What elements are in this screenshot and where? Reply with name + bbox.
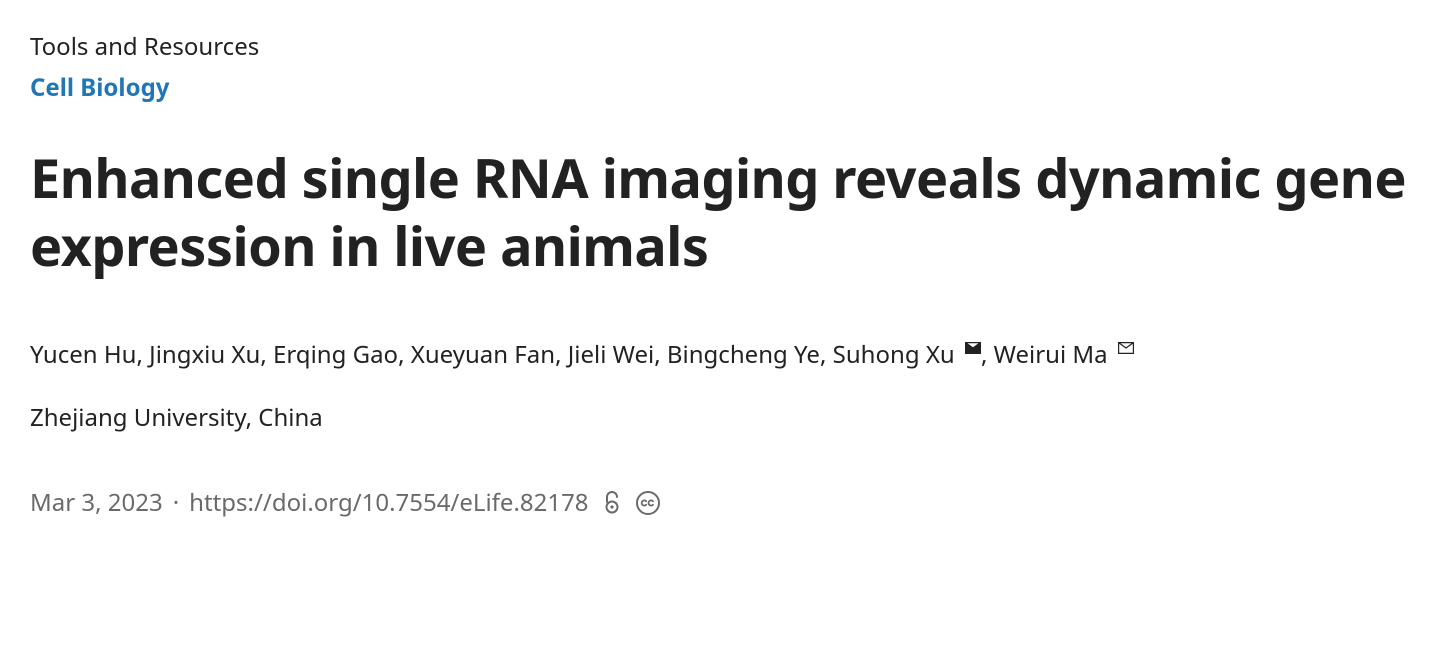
affiliation: Zhejiang University, China: [30, 401, 1416, 434]
separator-dot: ·: [173, 486, 179, 519]
article-meta: Mar 3, 2023 · https://doi.org/10.7554/eL…: [30, 486, 1416, 519]
published-date: Mar 3, 2023: [30, 486, 163, 519]
article-type: Tools and Resources: [30, 30, 1416, 63]
author-list: Yucen Hu Jingxiu Xu Erqing Gao Xueyuan F…: [30, 337, 1416, 373]
category-link[interactable]: Cell Biology: [30, 71, 1416, 104]
author[interactable]: Erqing Gao: [273, 338, 398, 371]
cc-icon: [635, 490, 661, 516]
author[interactable]: Jieli Wei: [568, 338, 654, 371]
author[interactable]: Weirui Ma: [994, 338, 1108, 371]
author[interactable]: Xueyuan Fan: [411, 338, 555, 371]
mail-icon[interactable]: [965, 342, 981, 354]
open-access-icon: [599, 490, 625, 516]
doi-link[interactable]: https://doi.org/10.7554/eLife.82178: [189, 486, 588, 519]
author[interactable]: Yucen Hu: [30, 338, 136, 371]
author[interactable]: Bingcheng Ye: [667, 338, 820, 371]
author[interactable]: Suhong Xu: [833, 338, 955, 371]
mail-icon[interactable]: [1118, 342, 1134, 354]
author[interactable]: Jingxiu Xu: [149, 338, 260, 371]
article-title: Enhanced single RNA imaging reveals dyna…: [30, 144, 1416, 279]
